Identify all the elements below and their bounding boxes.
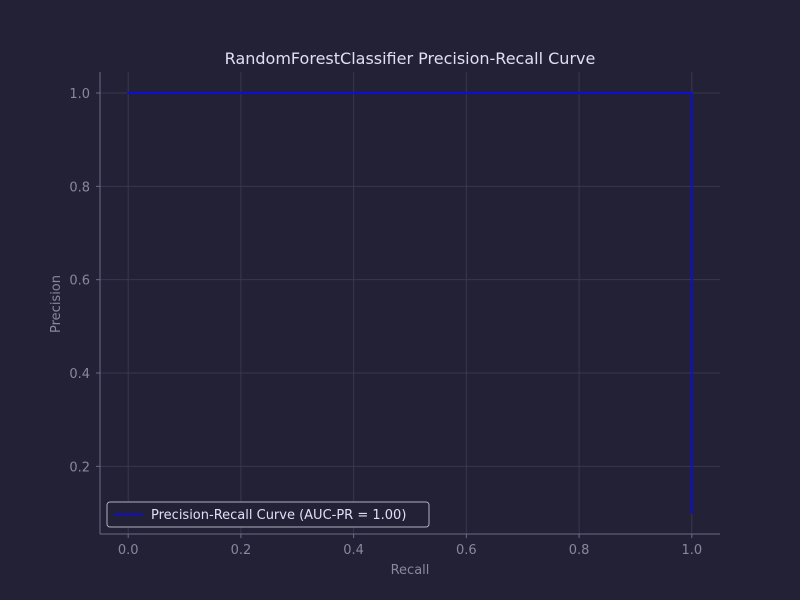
x-tick-label: 0.0 <box>118 543 139 558</box>
x-tick-label: 0.2 <box>231 543 252 558</box>
series-line-pr-curve <box>127 91 693 515</box>
y-tick-label: 0.6 <box>69 274 90 289</box>
tick-labels: 0.0 0.2 0.4 0.6 0.8 1.0 0.2 0.4 0.6 0.8 1.0 <box>69 87 702 558</box>
y-tick-label: 0.4 <box>69 367 90 382</box>
y-tick-label: 1.0 <box>69 87 90 102</box>
legend: Precision-Recall Curve (AUC-PR = 1.00) <box>106 501 430 528</box>
legend-entry-label: Precision-Recall Curve (AUC-PR = 1.00) <box>151 508 406 523</box>
x-tick-label: 0.4 <box>343 543 364 558</box>
x-tick-label: 0.6 <box>456 543 477 558</box>
series-lines <box>127 91 693 515</box>
x-tick-label: 0.8 <box>569 543 590 558</box>
x-axis-label: Recall <box>391 563 430 578</box>
x-tick-label: 1.0 <box>681 543 702 558</box>
y-tick-label: 0.8 <box>69 180 90 195</box>
legend-box <box>106 501 430 528</box>
y-axis-label: Precision <box>49 275 64 333</box>
chart-title: RandomForestClassifier Precision-Recall … <box>225 49 596 68</box>
axes <box>96 72 720 538</box>
y-tick-label: 0.2 <box>69 460 90 475</box>
